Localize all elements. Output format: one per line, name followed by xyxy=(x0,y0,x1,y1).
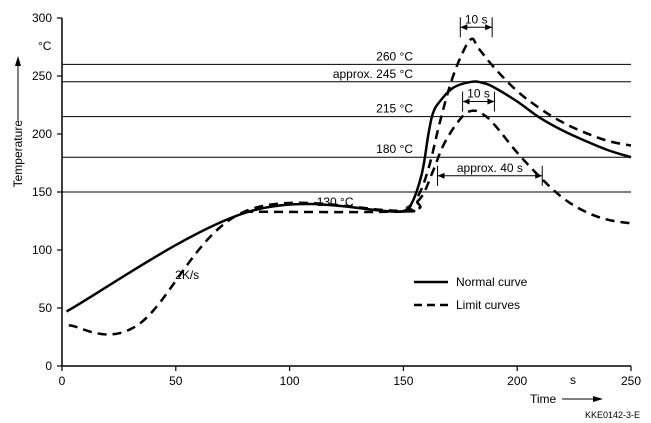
reference-label-180: 180 °C xyxy=(376,142,413,156)
y-tick-label-50: 50 xyxy=(39,301,53,315)
limit-curve-1 xyxy=(68,37,632,336)
y-axis-title: Temperature xyxy=(11,120,25,188)
y-axis-title-group: Temperature xyxy=(11,120,25,188)
reference-label-260: 260 °C xyxy=(376,49,413,63)
legend: Normal curve Limit curves xyxy=(414,275,528,312)
dimension-marker-2: approx. 40 s xyxy=(437,161,543,186)
y-tick-label-200: 200 xyxy=(32,127,52,141)
x-tick-label-150: 150 xyxy=(393,374,413,388)
figure-code: KKE0142-3-E xyxy=(585,410,640,420)
x-tick-label-0: 0 xyxy=(59,374,66,388)
dimension-label: 10 s xyxy=(467,87,490,101)
y-tick-label-0: 0 xyxy=(45,359,52,373)
legend-limit-label: Limit curves xyxy=(456,298,520,312)
y-tick-label-250: 250 xyxy=(32,69,52,83)
y-tick-label-300: 300 xyxy=(32,11,52,25)
dimension-arrow-right xyxy=(535,172,543,179)
reference-label-215: 215 °C xyxy=(376,102,413,116)
x-tick-label-100: 100 xyxy=(280,374,300,388)
dimension-label: 10 s xyxy=(465,12,488,26)
dimension-arrow-right xyxy=(487,98,495,105)
y-axis-arrow xyxy=(15,56,21,120)
y-tick-label-150: 150 xyxy=(32,185,52,199)
x-ticks: 0 50 100 150 200 250 xyxy=(59,366,641,388)
dimension-marker-0: 10 s xyxy=(459,12,493,38)
dimension-markers: 10 s 10 s approx. 40 s xyxy=(437,12,543,186)
y-tick-label-100: 100 xyxy=(32,243,52,257)
dimension-arrow-left xyxy=(437,172,445,179)
reference-label-245: approx. 245 °C xyxy=(333,67,414,81)
dimension-label: approx. 40 s xyxy=(457,161,523,175)
x-tick-label-250: 250 xyxy=(621,374,641,388)
x-axis-title: Time xyxy=(530,392,557,406)
limit-curve-2 xyxy=(244,109,632,225)
dimension-arrow-left xyxy=(460,24,468,31)
dimension-arrow-right xyxy=(485,24,493,31)
annotations: 130 °C 2K/s xyxy=(175,195,354,282)
legend-normal-label: Normal curve xyxy=(456,275,528,289)
annotation-0: 130 °C xyxy=(317,195,354,209)
dimension-arrow-left xyxy=(462,98,470,105)
x-axis-arrow xyxy=(562,396,603,402)
annotation-1: 2K/s xyxy=(175,268,199,282)
curves xyxy=(65,37,632,336)
x-tick-label-50: 50 xyxy=(169,374,183,388)
dimension-marker-1: 10 s xyxy=(462,87,495,112)
x-unit-label: s xyxy=(570,373,576,387)
x-tick-label-200: 200 xyxy=(507,374,527,388)
y-unit-label: °C xyxy=(38,39,52,53)
y-ticks: 0 50 100 150 200 250 300 xyxy=(32,11,62,373)
